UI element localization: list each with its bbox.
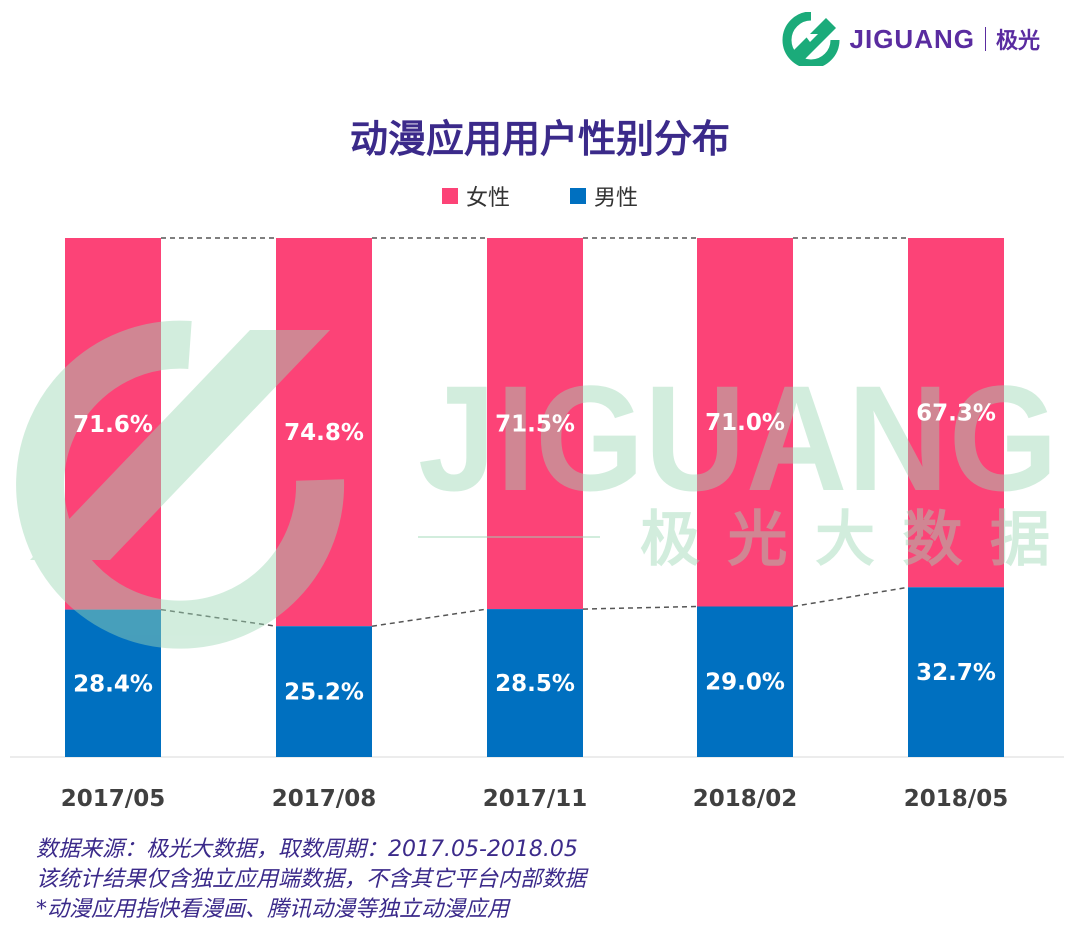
legend-label-male: 男性 <box>594 186 639 211</box>
bar-segment-female <box>65 238 161 610</box>
data-label-male: 32.7% <box>916 660 996 686</box>
data-label-male: 28.4% <box>73 671 153 697</box>
connector-line-boundary <box>792 586 909 608</box>
data-label-female: 67.3% <box>916 401 996 427</box>
legend-swatch-male <box>570 188 586 204</box>
chart-title: 动漫应用用户性别分布 <box>349 117 730 161</box>
legend-swatch-female <box>441 188 458 204</box>
data-label-male: 28.5% <box>495 671 575 697</box>
bar-segment-male <box>487 609 583 757</box>
data-label-female: 71.6% <box>73 412 153 438</box>
footnote-scope: 该统计结果仅含独立应用端数据，不含其它平台内部数据 <box>36 867 587 892</box>
jiguang-logo: JIGUANG 极光 <box>782 12 1040 66</box>
legend-item-female: 女性 <box>441 180 510 212</box>
bar-segment-male <box>276 626 372 757</box>
bar-segment-female <box>487 238 583 610</box>
bar-segment-female <box>697 238 793 607</box>
watermark-chinese: 极 光 大 数 据 <box>640 505 1050 575</box>
connector-line-boundary <box>160 608 277 627</box>
jiguang-logo-icon <box>782 12 840 66</box>
legend-label-female: 女性 <box>465 186 510 211</box>
connector-line-boundary <box>371 608 488 627</box>
bar-segment-female <box>908 238 1004 588</box>
x-tick-label: 2017/05 <box>61 786 165 812</box>
bar-segment-male <box>65 609 161 757</box>
data-label-female: 71.5% <box>495 412 575 438</box>
logo-chinese: 极光 <box>995 29 1040 54</box>
bar-segment-female <box>276 238 372 627</box>
logo-divider <box>984 27 986 51</box>
data-label-male: 25.2% <box>284 680 364 706</box>
x-tick-label: 2018/02 <box>693 786 797 812</box>
bar-segment-male <box>908 587 1004 757</box>
x-tick-label: 2018/05 <box>904 786 1008 812</box>
chart-legend: 女性 男性 <box>0 180 1080 212</box>
data-label-male: 29.0% <box>705 670 785 696</box>
watermark-wordmark: JIGUANG <box>418 354 1058 522</box>
x-tick-label: 2017/08 <box>272 786 376 812</box>
x-tick-label: 2017/11 <box>483 786 587 812</box>
watermark-logo-slash <box>30 330 330 560</box>
legend-item-male: 男性 <box>570 180 638 212</box>
footnote-source: 数据来源：极光大数据，取数周期：2017.05-2018.05 <box>36 837 578 862</box>
bar-segment-male <box>697 606 793 757</box>
logo-wordmark: JIGUANG <box>849 23 975 54</box>
footnote-definition: *动漫应用指快看漫画、腾讯动漫等独立动漫应用 <box>36 897 510 922</box>
chart-footnote: 数据来源：极光大数据，取数周期：2017.05-2018.05 该统计结果仅含独… <box>36 835 586 925</box>
connector-line-boundary <box>582 605 698 610</box>
data-label-female: 74.8% <box>284 420 364 446</box>
watermark-logo-arc <box>16 320 345 649</box>
data-label-female: 71.0% <box>705 410 785 436</box>
